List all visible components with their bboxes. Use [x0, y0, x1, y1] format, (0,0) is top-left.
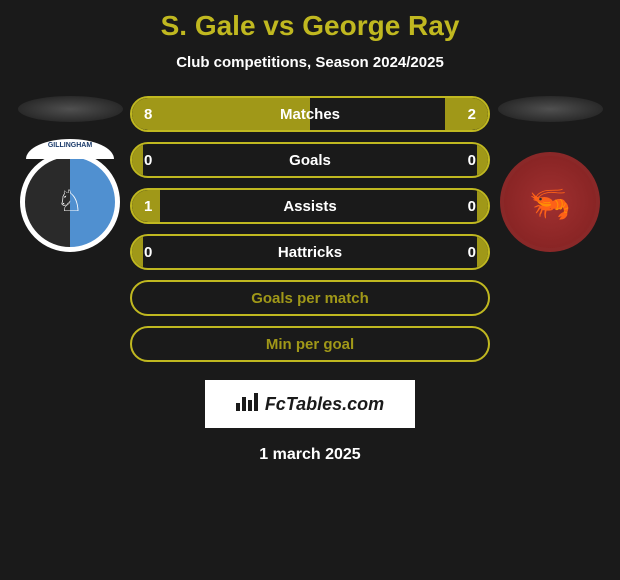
stat-row: 0Hattricks0 [130, 234, 490, 270]
stat-value-right: 0 [468, 152, 476, 169]
stat-row: 8Matches2 [130, 96, 490, 132]
main-content: GILLINGHAM ♘ 8Matches20Goals01Assists00H… [0, 96, 620, 362]
stat-label: Min per goal [132, 336, 488, 353]
stat-value-right: 0 [468, 244, 476, 261]
chart-icon [236, 391, 260, 417]
shrimp-icon: 🦐 [529, 184, 571, 224]
footer-banner[interactable]: FcTables.com [205, 380, 415, 428]
stats-column: 8Matches20Goals01Assists00Hattricks0Goal… [130, 96, 490, 362]
stat-row-empty: Min per goal [130, 326, 490, 362]
club-right: 🦐 [490, 96, 610, 252]
horse-icon: ♘ [57, 184, 84, 219]
club-left: GILLINGHAM ♘ [10, 96, 130, 252]
club-badge-left: GILLINGHAM ♘ [20, 152, 120, 252]
stat-row: 1Assists0 [130, 188, 490, 224]
stat-label: Hattricks [132, 244, 488, 261]
page-title: S. Gale vs George Ray [161, 10, 460, 42]
stat-label: Matches [132, 106, 488, 123]
stat-label: Goals per match [132, 290, 488, 307]
stat-value-right: 2 [468, 106, 476, 123]
club-badge-right: 🦐 [500, 152, 600, 252]
player-shadow-left [18, 96, 123, 122]
stat-value-right: 0 [468, 198, 476, 215]
footer-brand: FcTables.com [265, 394, 384, 415]
stat-row-empty: Goals per match [130, 280, 490, 316]
stat-label: Goals [132, 152, 488, 169]
page-subtitle: Club competitions, Season 2024/2025 [176, 54, 444, 71]
date-text: 1 march 2025 [259, 446, 360, 464]
stat-label: Assists [132, 198, 488, 215]
badge-left-text: GILLINGHAM [48, 142, 92, 149]
comparison-card: S. Gale vs George Ray Club competitions,… [0, 0, 620, 580]
player-shadow-right [498, 96, 603, 122]
stat-row: 0Goals0 [130, 142, 490, 178]
